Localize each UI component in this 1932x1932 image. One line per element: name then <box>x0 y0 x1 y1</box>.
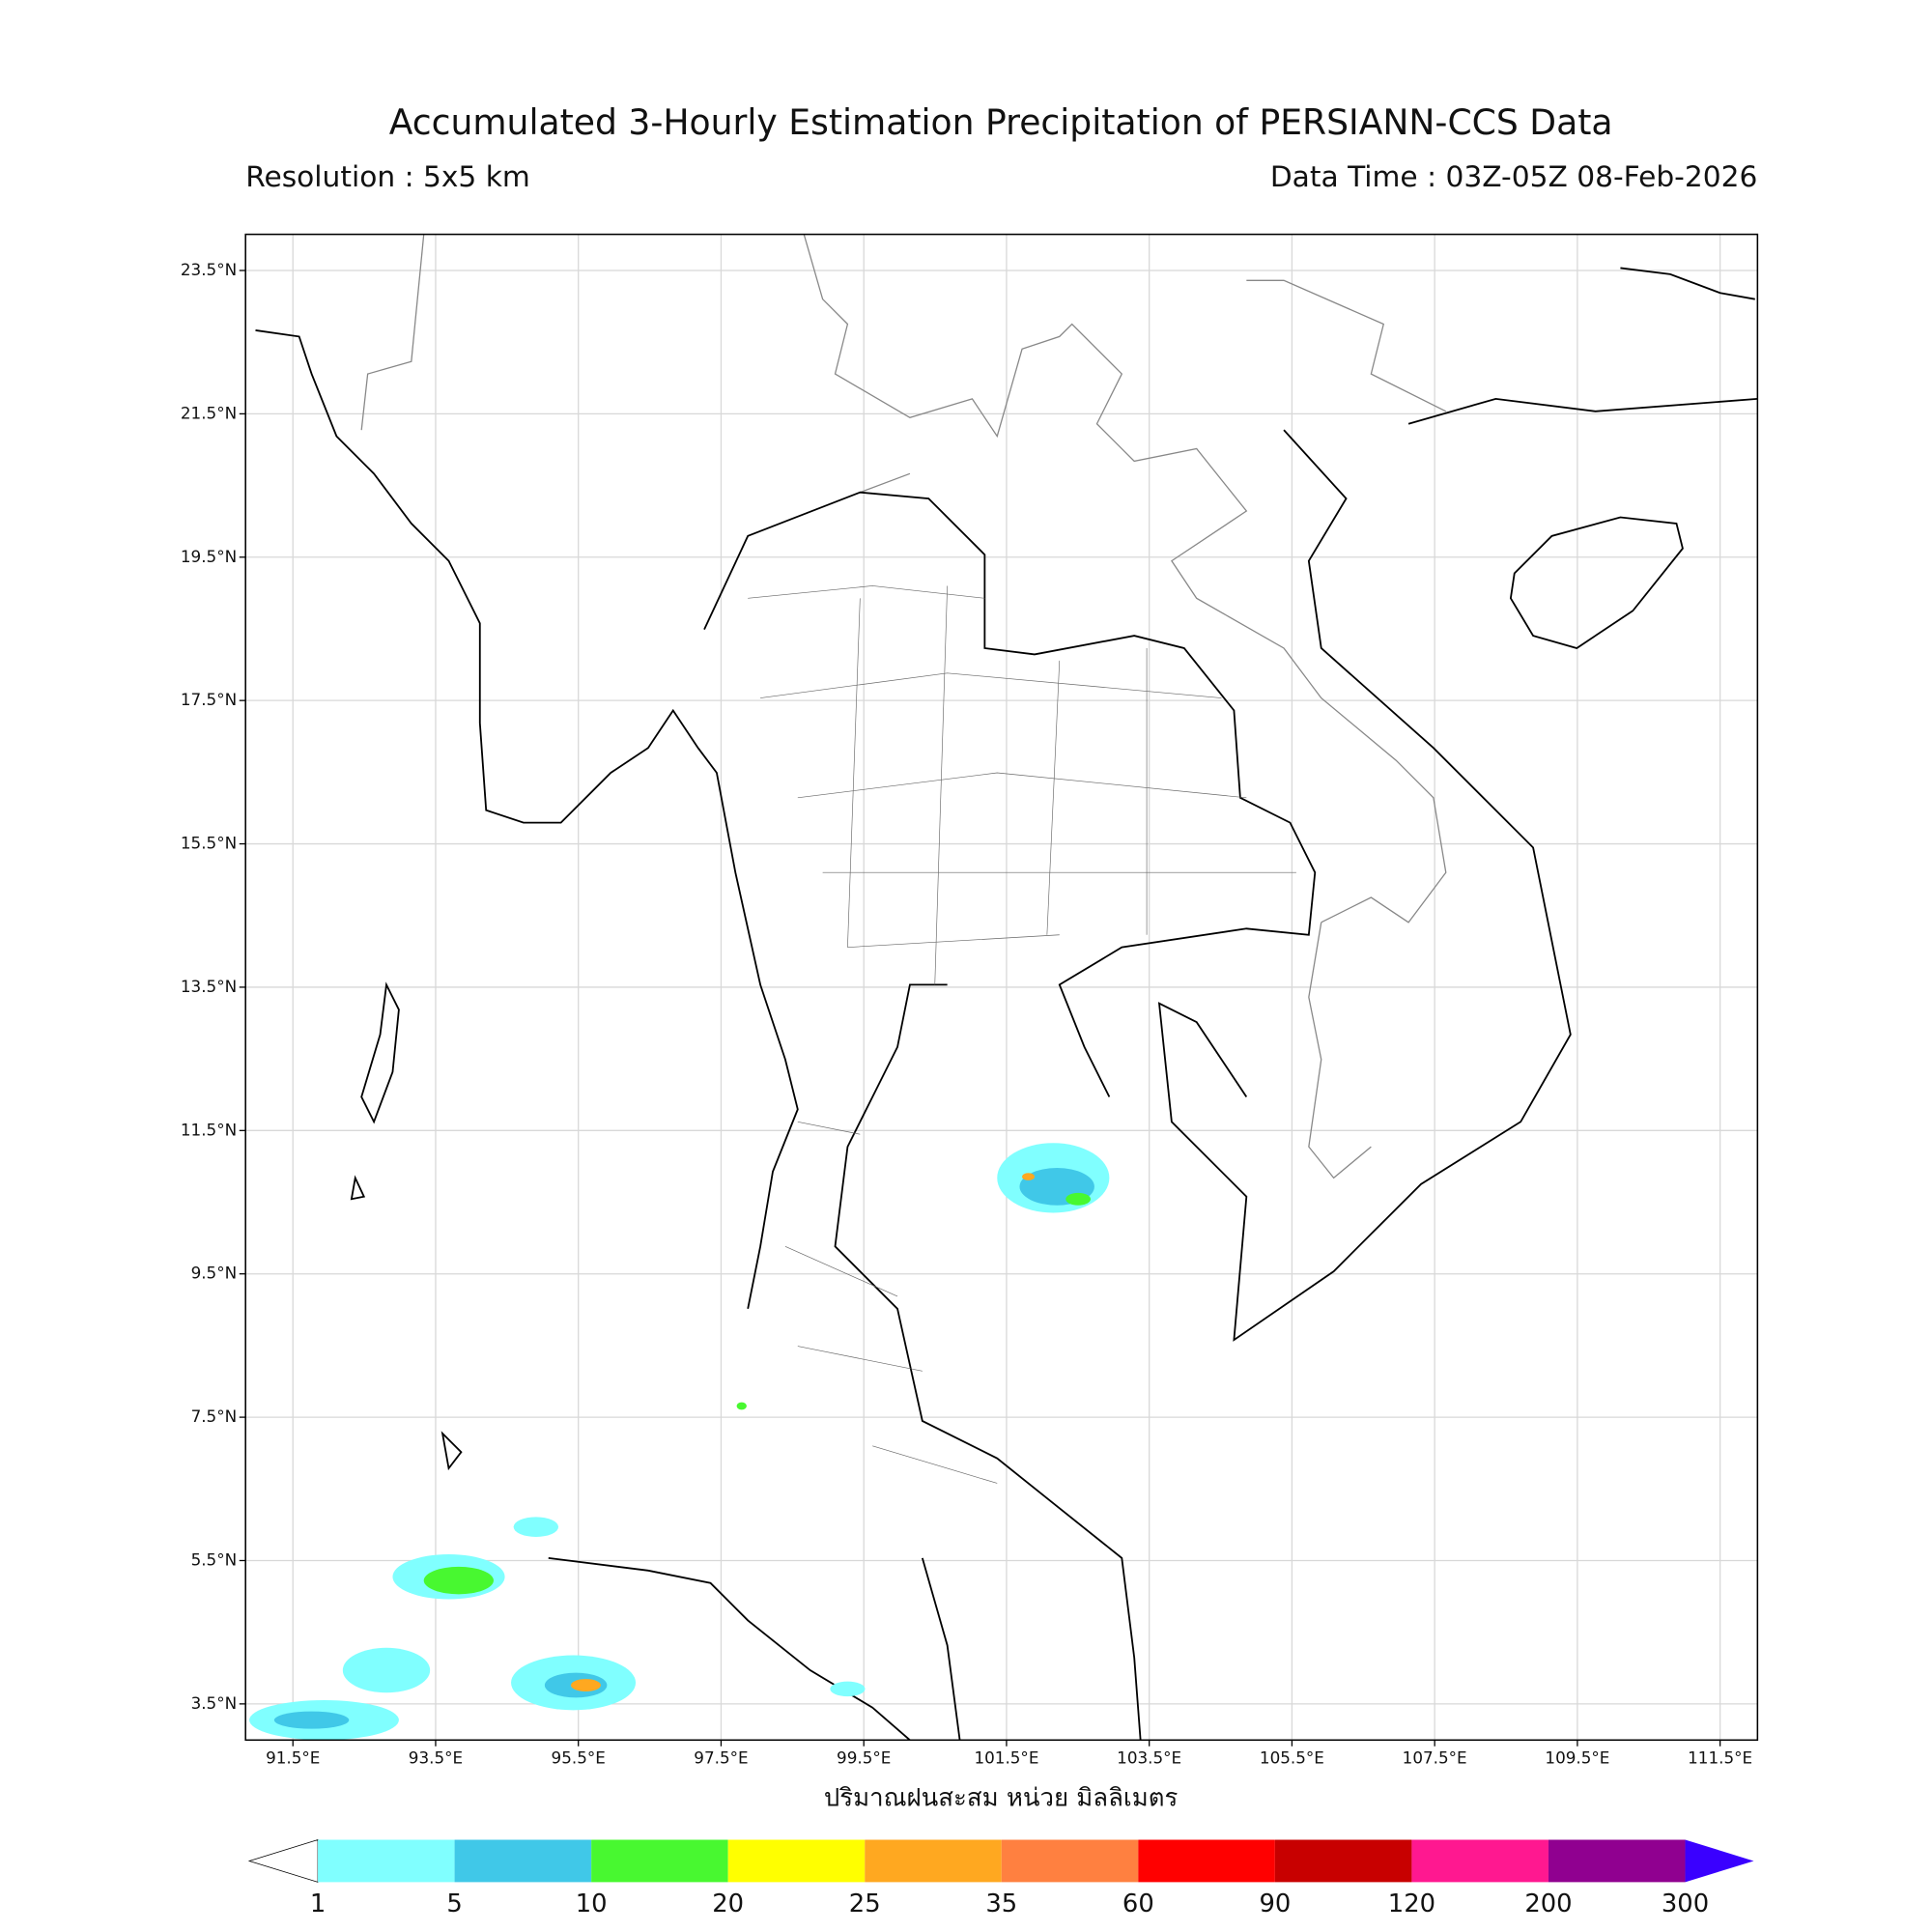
colorbar: 1 5 10 20 25 35 60 90 120 200 300 <box>247 1838 1754 1918</box>
colorbar-segment <box>1138 1839 1275 1883</box>
lon-tick-label: 105.5°E <box>1260 1748 1324 1768</box>
precipitation <box>249 1143 1110 1741</box>
colorbar-label: 1 <box>310 1889 326 1918</box>
x-label: ปริมาณฝนสะสม หน่วย มิลลิเมตร <box>824 1783 1179 1812</box>
lon-tick-label: 91.5°E <box>266 1748 320 1768</box>
data-time: Data Time : 03Z-05Z 08-Feb-2026 <box>1270 159 1758 193</box>
colorbar-label: 120 <box>1388 1889 1435 1918</box>
lat-tick-label: 15.5°N <box>181 834 237 853</box>
lon-tick-label: 107.5°E <box>1403 1748 1467 1768</box>
colorbar-segment <box>727 1839 866 1883</box>
lon-tick-label: 95.5°E <box>552 1748 606 1768</box>
lon-tick-label: 97.5°E <box>694 1748 748 1768</box>
colorbar-label: 5 <box>446 1889 462 1918</box>
lat-tick-label: 21.5°N <box>181 403 237 422</box>
colorbar-extend-min <box>247 1838 319 1883</box>
lat-tick-label: 23.5°N <box>181 260 237 279</box>
lat-tick-label: 5.5°N <box>191 1549 238 1569</box>
colorbar-segment <box>591 1839 728 1883</box>
title: Accumulated 3-Hourly Estimation Precipit… <box>389 101 1613 143</box>
resolution: Resolution : 5x5 km <box>245 159 530 193</box>
lat-tick-label: 7.5°N <box>191 1406 238 1426</box>
lat-tick-label: 17.5°N <box>181 690 237 709</box>
colorbar-segment <box>454 1839 592 1883</box>
colorbar-label: 300 <box>1662 1889 1709 1918</box>
lon-tick-label: 93.5°E <box>409 1748 463 1768</box>
colorbar-segment <box>865 1839 1002 1883</box>
colorbar-label: 20 <box>712 1889 744 1918</box>
colorbar-label: 25 <box>849 1889 881 1918</box>
lat-tick-label: 19.5°N <box>181 547 237 566</box>
lat-tick-label: 13.5°N <box>181 977 237 996</box>
colorbar-label: 60 <box>1122 1889 1154 1918</box>
colorbar-label: 10 <box>576 1889 608 1918</box>
lon-tick-label: 109.5°E <box>1545 1748 1609 1768</box>
map-frame <box>244 233 1759 1742</box>
colorbar-extend-max <box>1685 1839 1754 1883</box>
colorbar-segment <box>1548 1839 1686 1883</box>
colorbar-segment <box>1001 1839 1139 1883</box>
lon-tick-label: 99.5°E <box>837 1748 891 1768</box>
colorbar-label: 200 <box>1524 1889 1572 1918</box>
lon-tick-label: 103.5°E <box>1117 1748 1181 1768</box>
colorbar-label: 90 <box>1259 1889 1291 1918</box>
colorbar-segment <box>1411 1839 1548 1883</box>
lon-tick-label: 101.5°E <box>974 1748 1038 1768</box>
lat-tick-label: 3.5°N <box>191 1693 238 1713</box>
lat-tick-label: 9.5°N <box>191 1264 238 1283</box>
colorbar-segment <box>318 1839 455 1883</box>
lon-tick-label: 111.5°E <box>1688 1748 1752 1768</box>
colorbar-label: 35 <box>985 1889 1017 1918</box>
grid: 23.5°N 21.5°N 19.5°N 17.5°N 15.5°N 13.5°N 11.5… <box>181 234 1758 1768</box>
colorbar-segment <box>1274 1839 1412 1883</box>
lat-tick-label: 11.5°N <box>181 1120 237 1139</box>
map <box>249 234 1758 1741</box>
